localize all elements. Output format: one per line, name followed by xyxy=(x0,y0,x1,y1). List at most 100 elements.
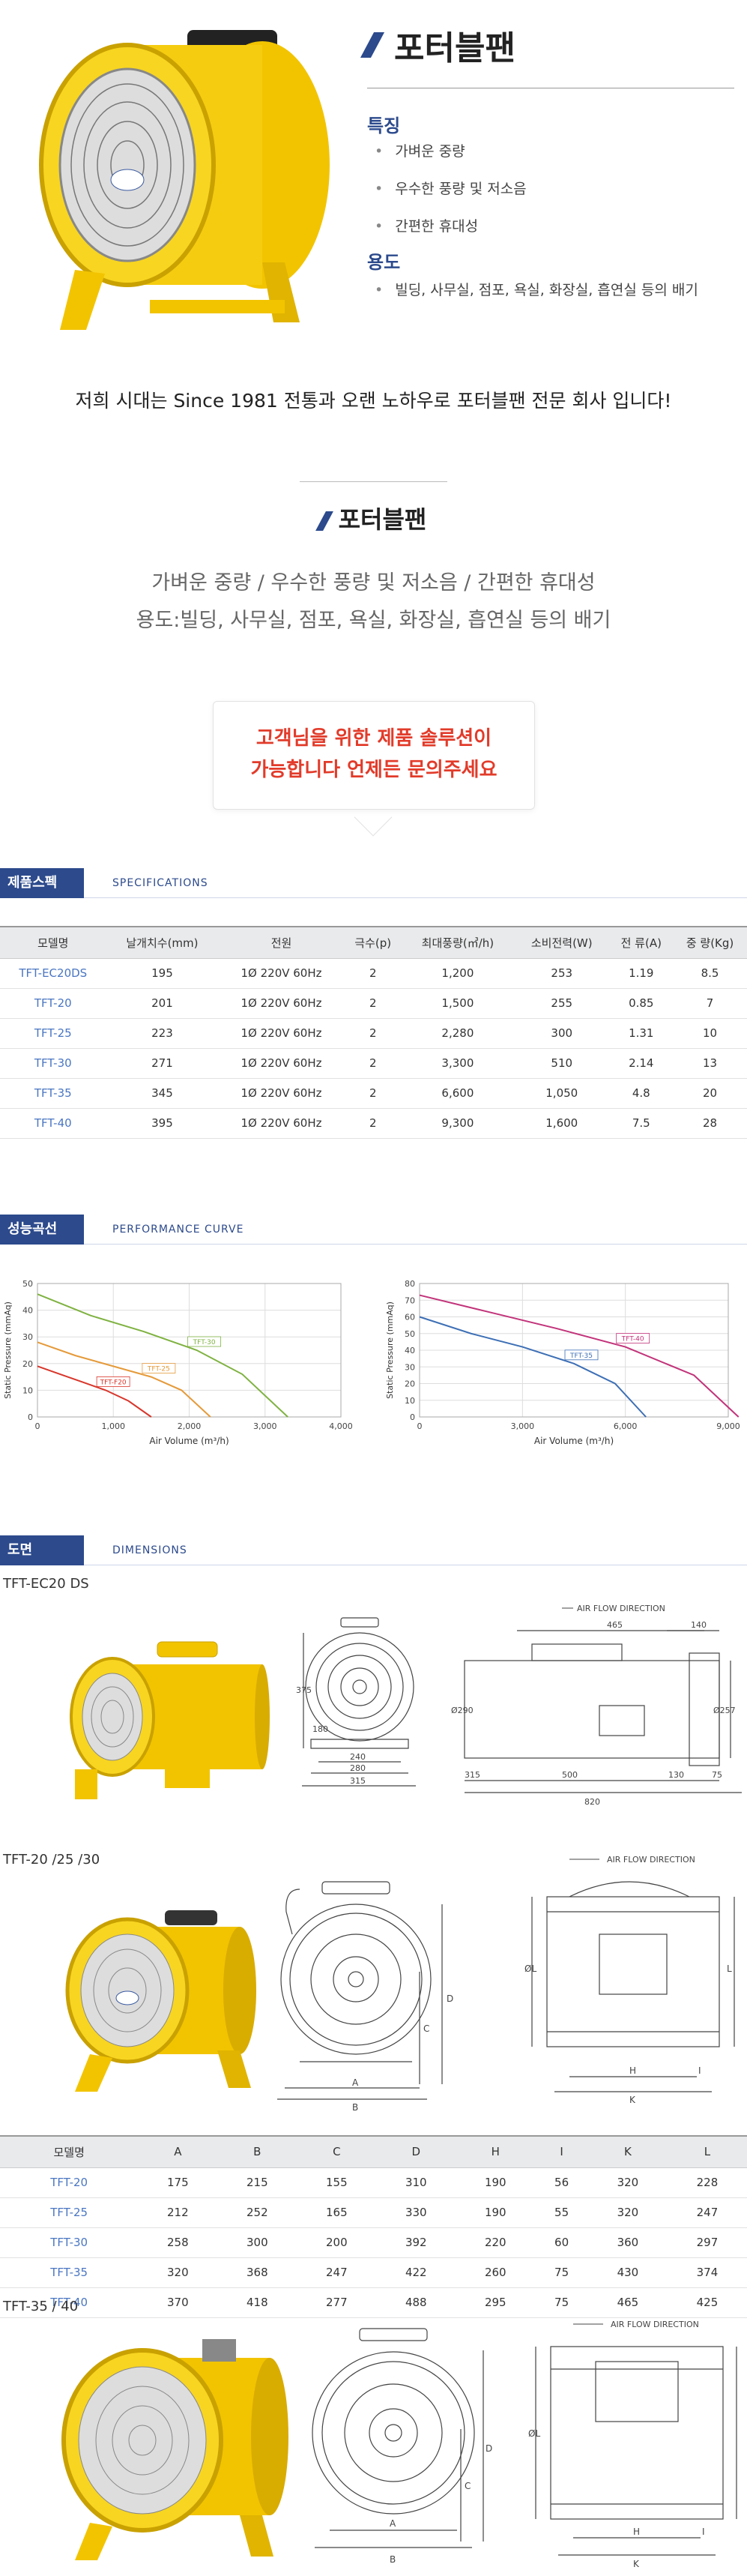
specs-cell: 1,600 xyxy=(514,1108,610,1139)
tft20-front-drawing: A B C D xyxy=(277,1881,453,2113)
specs-model-cell: TFT-40 xyxy=(0,1108,106,1139)
dim-cell: 228 xyxy=(667,2167,747,2198)
use-item: 빌딩, 사무실, 점포, 욕실, 화장실, 흡연실 등의 배기 xyxy=(375,271,698,309)
dim-letter-C: C xyxy=(465,2481,471,2491)
specs-cell: 28 xyxy=(673,1108,747,1139)
series-label: TFT-30 xyxy=(193,1339,216,1346)
dimensions-en: DIMENSIONS xyxy=(112,1544,187,1556)
series-line-tft-30 xyxy=(37,1293,288,1418)
specs-cell: 1Ø 220V 60Hz xyxy=(218,1048,345,1079)
dim-cell: 60 xyxy=(535,2227,588,2258)
dim-cell: 155 xyxy=(297,2167,377,2198)
specs-cell: 4.8 xyxy=(609,1078,674,1109)
features-list: 가벼운 중량 우수한 풍량 및 저소음 간편한 휴대성 xyxy=(375,133,527,245)
dim-cell: 190 xyxy=(456,2197,536,2228)
x-tick-label: 4,000 xyxy=(329,1421,353,1431)
specs-section-header: 제품스펙 SPECIFICATIONS xyxy=(0,868,747,898)
dim-row: TFT-25 212 252 165 330 190 55 320 247 xyxy=(0,2197,747,2228)
dim-model-cell: TFT-25 xyxy=(0,2197,139,2228)
ec20-side-drawing: AIR FLOW DIRECTION 465 140 Ø290 Ø257 315… xyxy=(451,1604,742,1807)
specs-model-cell: TFT-25 xyxy=(0,1018,106,1049)
specs-cell: 20 xyxy=(673,1078,747,1109)
series-label: TFT-25 xyxy=(147,1366,170,1373)
dim-cell: 320 xyxy=(587,2167,668,2198)
ec20-dim-b2: 500 xyxy=(562,1770,578,1780)
dim-cell: 368 xyxy=(217,2257,297,2288)
ec20-fan-image xyxy=(70,1641,270,1799)
dim-letter-I: I xyxy=(702,2527,705,2537)
series-label: TFT-35 xyxy=(569,1352,593,1360)
dim-cell: 252 xyxy=(217,2197,297,2228)
dim-letter-phi: ØL xyxy=(528,2428,540,2439)
dim-col-header: A xyxy=(138,2135,218,2168)
specs-cell: 0.85 xyxy=(609,988,674,1019)
ec20-dim-phi1: Ø290 xyxy=(451,1706,474,1715)
ec20-dim-base1: 240 xyxy=(350,1752,366,1762)
feature-item: 우수한 풍량 및 저소음 xyxy=(375,170,526,208)
dim-cell: 215 xyxy=(217,2167,297,2198)
dim-cell: 360 xyxy=(587,2227,668,2258)
dim-col-header: L xyxy=(667,2135,747,2168)
dim-cell: 258 xyxy=(138,2227,218,2258)
dim-cell: 190 xyxy=(456,2167,536,2198)
ec20-dim-b3: 130 xyxy=(668,1770,684,1780)
specs-row: TFT-35 345 1Ø 220V 60Hz 2 6,600 1,050 4.8 20 xyxy=(0,1078,747,1109)
specs-cell: 255 xyxy=(514,988,610,1019)
dim-model-cell: TFT-35 xyxy=(0,2257,139,2288)
dim-letter-L: L xyxy=(727,1963,732,1974)
specs-model-cell: TFT-30 xyxy=(0,1048,106,1079)
company-tagline: 저희 시대는 Since 1981 전통과 오랜 노하우로 포터블팬 전문 회사… xyxy=(75,390,672,412)
feature-item: 가벼운 중량 xyxy=(375,133,527,170)
slash-icon xyxy=(315,511,333,531)
specs-row: TFT-40 395 1Ø 220V 60Hz 2 9,300 1,600 7.5 28 xyxy=(0,1108,747,1139)
specs-col-header: 최대풍량(㎥/h) xyxy=(401,926,515,959)
series-label-box xyxy=(564,1349,599,1361)
dim-letter-B: B xyxy=(390,2554,396,2565)
ec20-dim-height: 375 xyxy=(296,1685,312,1695)
inquiry-callout: 고객님을 위한 제품 솔루션이 가능합니다 언제든 문의주세요 xyxy=(213,701,535,810)
specs-cell: 2,280 xyxy=(401,1018,515,1049)
dim-cell: 297 xyxy=(667,2227,747,2258)
dim-cell: 330 xyxy=(376,2197,456,2228)
specs-cell: 1.19 xyxy=(609,958,674,989)
hero-title: 포터블팬 xyxy=(394,29,515,67)
specs-row: TFT-EC20DS 195 1Ø 220V 60Hz 2 1,200 253 1.19 8.… xyxy=(0,958,747,989)
ec20-dim-base3: 315 xyxy=(350,1776,366,1786)
dim-letter-B: B xyxy=(352,2102,358,2113)
dim-cell: 430 xyxy=(587,2257,668,2288)
intro-title: 포터블팬 xyxy=(338,505,427,534)
dim-cell: 220 xyxy=(456,2227,536,2258)
dimensions-table: 모델명 A B C D H I K L TFT-20 175 215 155 310 19… xyxy=(0,2135,747,2318)
ec20-dim-b1: 315 xyxy=(465,1770,480,1780)
y-axis-label: Static Pressure (mmAq) xyxy=(3,1301,13,1399)
specs-model-cell: TFT-20 xyxy=(0,988,106,1019)
airflow-label: AIR FLOW DIRECTION xyxy=(611,2320,699,2329)
specs-col-header: 극수(p) xyxy=(344,926,402,959)
x-tick-label: 0 xyxy=(417,1421,423,1431)
ec20-dim-total: 820 xyxy=(584,1797,600,1807)
tft20-side-drawing: AIR FLOW DIRECTION H I K ØL L xyxy=(524,1855,735,2105)
ec20-dim-base2: 280 xyxy=(350,1763,366,1773)
series-label-box xyxy=(142,1363,176,1373)
dim-letter-C: C xyxy=(423,2023,429,2034)
series-label-box xyxy=(616,1333,650,1343)
performance-chart-right: 0 10 20 30 40 50 60 70 80 0 3,000 6,000 9,000 Air Vol… xyxy=(385,1279,740,1446)
y-tick-label: 70 xyxy=(405,1295,415,1305)
series-label-box xyxy=(96,1376,130,1387)
y-tick-label: 30 xyxy=(405,1362,415,1372)
dim-cell: 320 xyxy=(138,2257,218,2288)
specs-cell: 2 xyxy=(344,1018,402,1049)
series-label: TFT-F20 xyxy=(100,1379,127,1386)
y-tick-label: 20 xyxy=(22,1359,33,1369)
series-line-tft-40 xyxy=(419,1294,740,1418)
specs-model-cell: TFT-35 xyxy=(0,1078,106,1109)
tft35-fan-image xyxy=(61,2339,288,2560)
specs-cell: 1,500 xyxy=(401,988,515,1019)
x-tick-label: 2,000 xyxy=(178,1421,202,1431)
dim-cell: 200 xyxy=(297,2227,377,2258)
y-tick-label: 60 xyxy=(405,1313,415,1322)
specs-cell: 2 xyxy=(344,988,402,1019)
specs-cell: 345 xyxy=(106,1078,219,1109)
tft35-front-drawing: A B C D xyxy=(312,2328,492,2565)
specs-cell: 1,050 xyxy=(514,1078,610,1109)
